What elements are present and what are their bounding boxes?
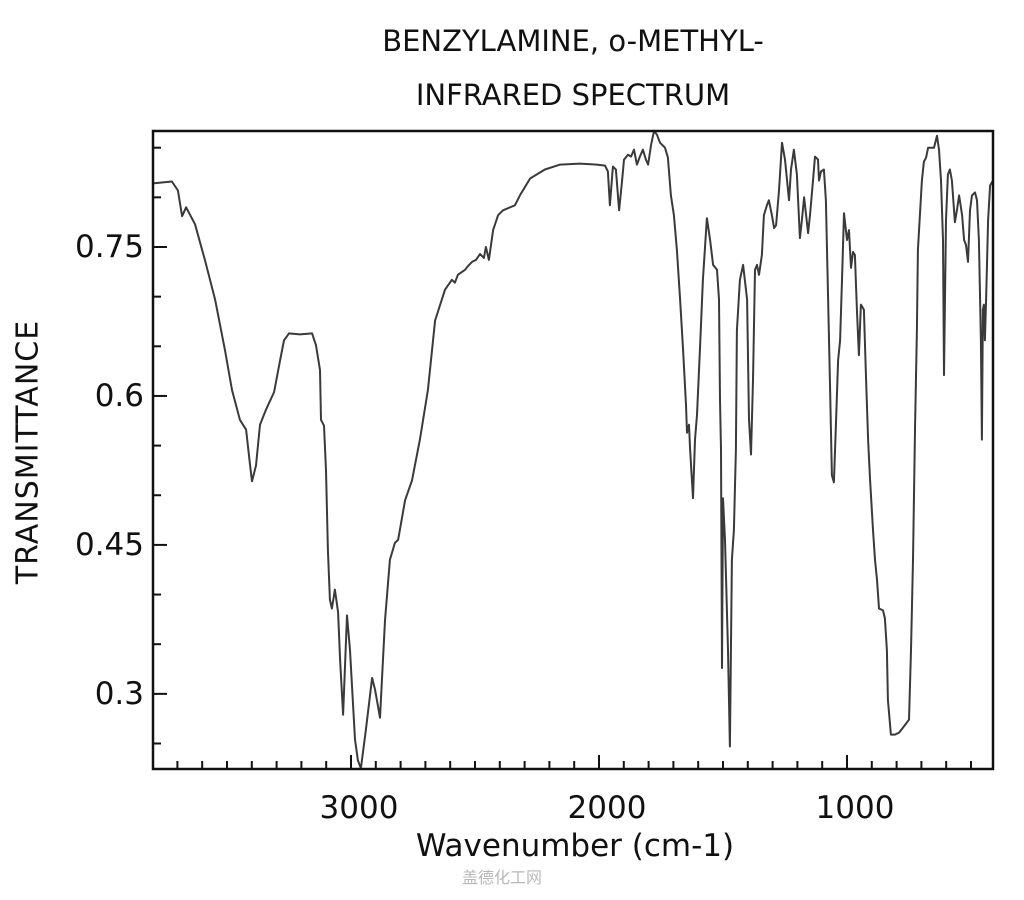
x-tick-label: 3000 (319, 790, 399, 826)
watermark: 盖德化工网 (462, 868, 543, 887)
plot-frame (151, 129, 995, 771)
x-axis-label: Wavenumber (cm-1) (415, 828, 735, 864)
y-tick-label: 0.3 (94, 675, 144, 712)
spectrum-line (152, 129, 994, 770)
x-tick-label: 1000 (815, 790, 895, 826)
y-tick-label: 0.75 (74, 229, 144, 265)
chart-title: BENZYLAMINE, o-METHYL- (382, 24, 764, 58)
y-tick-label: 0.6 (94, 377, 144, 414)
chart-subtitle: INFRARED SPECTRUM (415, 78, 731, 112)
x-tick-label: 2000 (567, 790, 647, 826)
y-tick-label: 0.45 (74, 526, 144, 563)
axis-ticks (153, 146, 972, 769)
